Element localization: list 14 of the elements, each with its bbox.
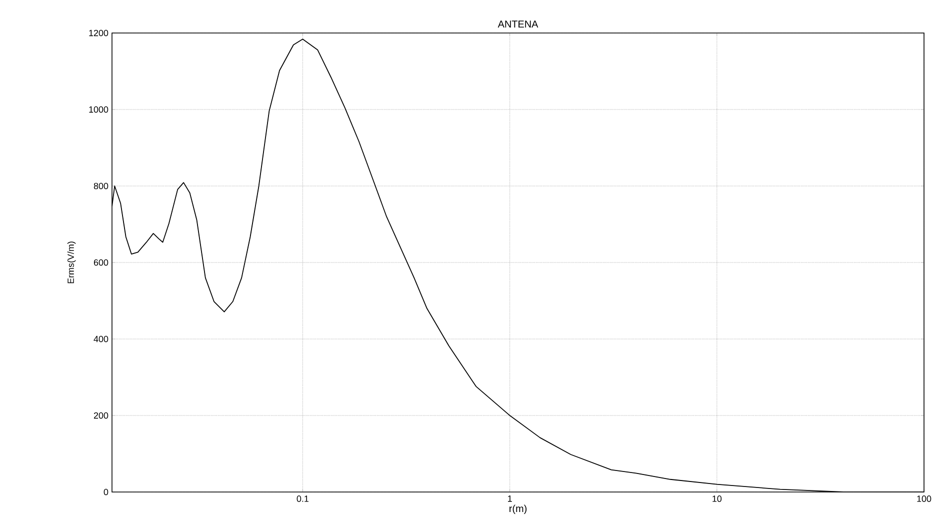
chart-title: ANTENA [498,20,538,28]
x-axis-title: r(m) [510,504,527,514]
y-axis-title: Erms(V/m) [67,242,76,284]
x-tick-label: 10 [712,496,722,502]
x-tick-label: 0.1 [296,496,308,502]
y-tick-label: 800 [94,182,108,190]
x-tick-label: 1 [508,496,512,502]
y-tick-label: 200 [94,412,108,419]
y-tick-label: 600 [94,259,108,266]
x-tick-label: 100 [917,496,932,502]
y-tick-label: 0 [104,488,108,496]
y-tick-label: 1200 [89,30,108,36]
y-tick-label: 1000 [89,106,108,113]
y-tick-label: 400 [94,336,108,342]
